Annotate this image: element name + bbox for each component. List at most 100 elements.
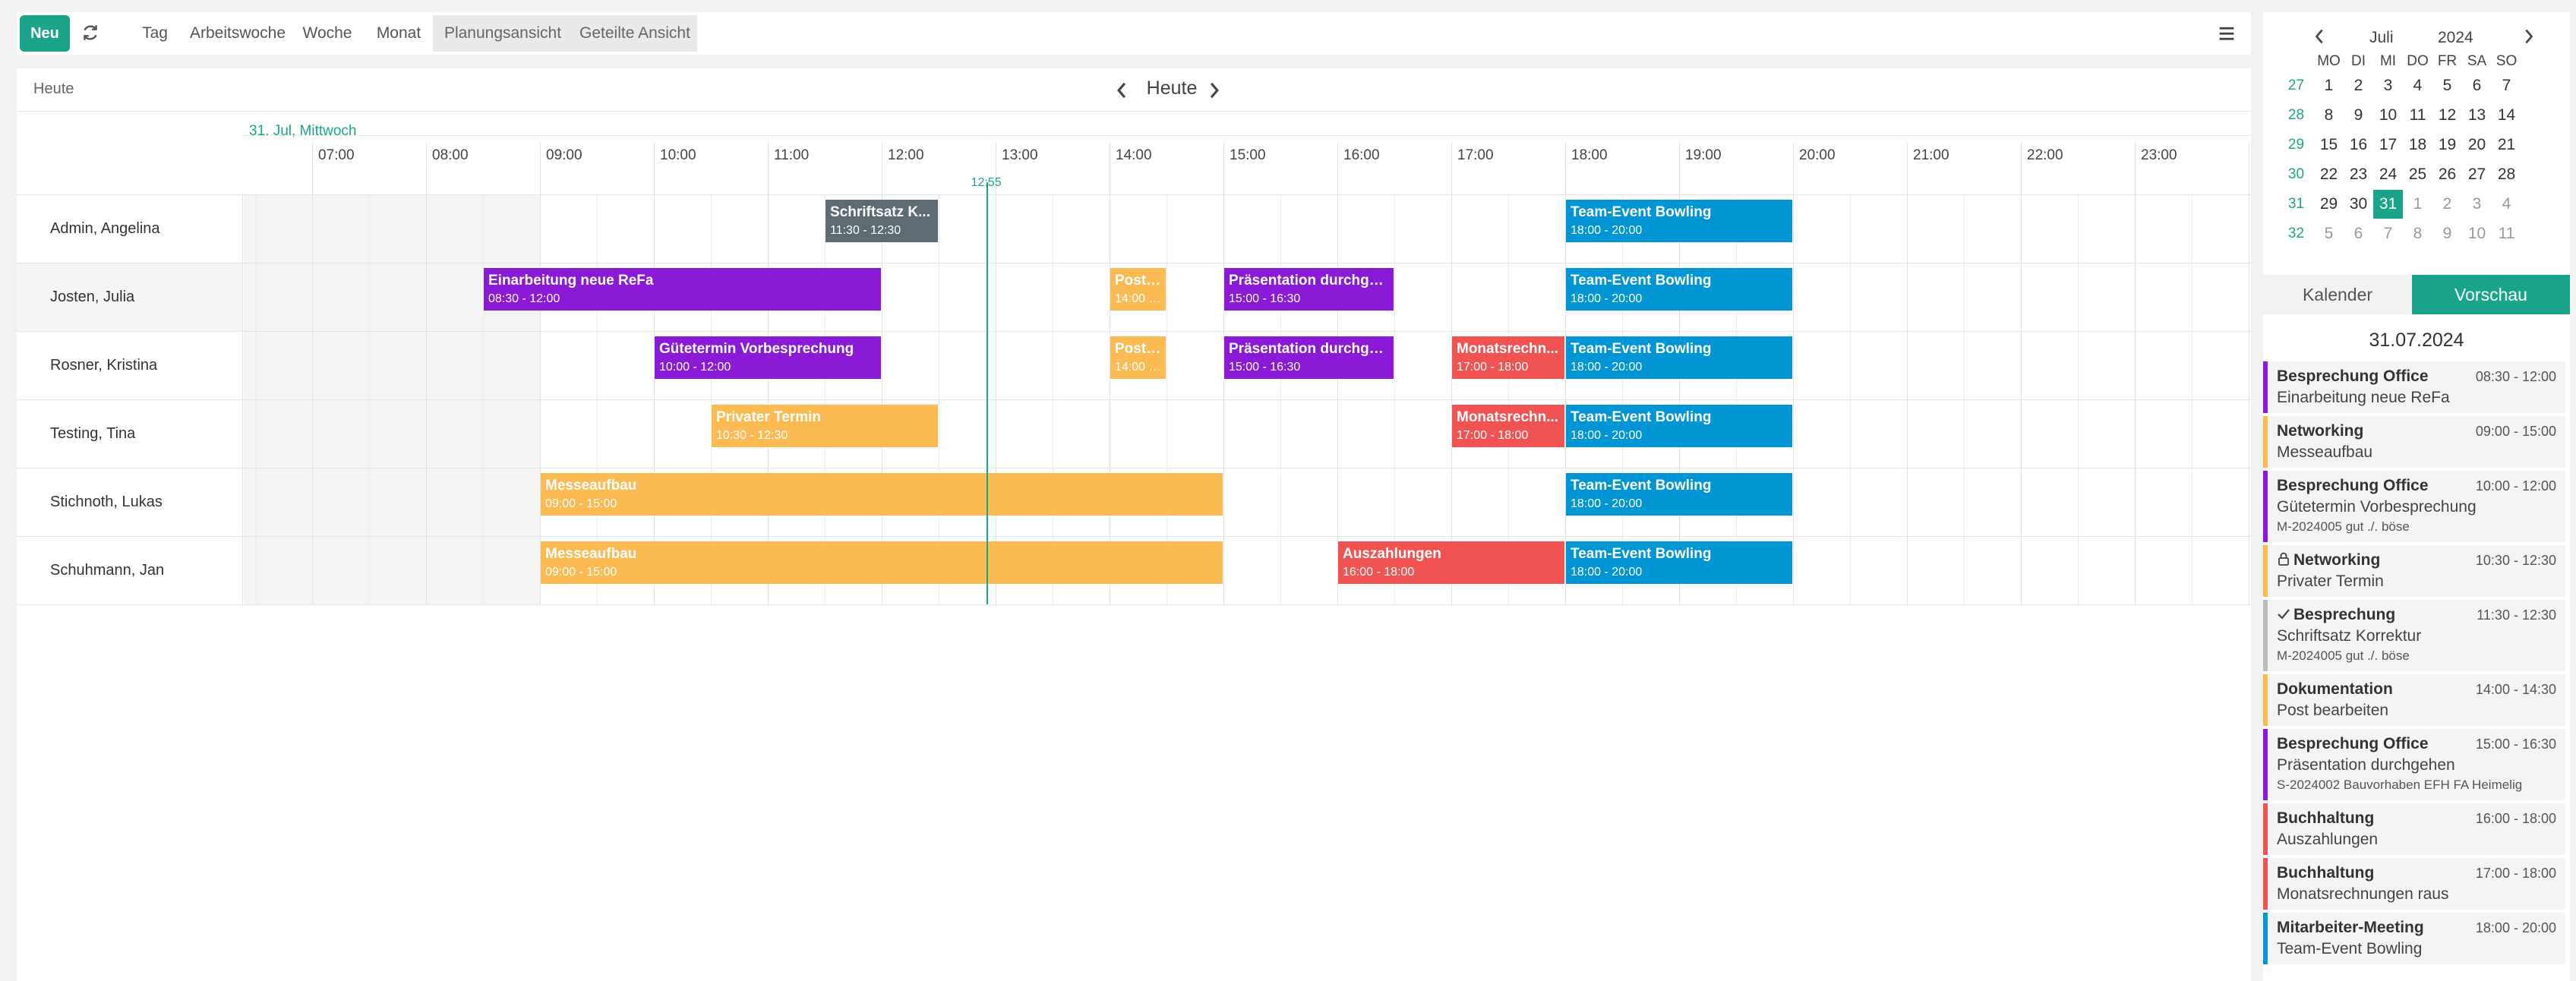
view-week[interactable]: Woche (302, 24, 352, 42)
view-month[interactable]: Monat (376, 24, 421, 42)
calendar-day[interactable]: 22 (2319, 166, 2338, 183)
calendar-day[interactable]: 27 (2467, 166, 2486, 183)
tab-preview[interactable]: Vorschau (2412, 275, 2570, 314)
new-button[interactable]: Neu (20, 15, 70, 52)
event-block[interactable]: Team-Event Bowling 18:00 - 20:00 (1566, 268, 1792, 311)
event-block[interactable]: Team-Event Bowling 18:00 - 20:00 (1566, 541, 1792, 584)
agenda-item[interactable]: Besprechung Office 10:00 - 12:00 Gütetermi… (2263, 471, 2565, 542)
calendar-day[interactable]: 20 (2467, 136, 2486, 153)
calendar-day[interactable]: 26 (2438, 166, 2457, 183)
calendar-day[interactable]: 6 (2353, 225, 2363, 242)
calendar-month[interactable]: Juli (2369, 29, 2394, 46)
calendar-day[interactable]: 7 (2383, 225, 2393, 242)
agenda-item[interactable]: Mitarbeiter-Meeting 18:00 - 20:00 Team-Eve… (2263, 913, 2565, 964)
event-block[interactable]: Privater Termin 10:30 - 12:30 (712, 405, 938, 447)
calendar-day[interactable]: 21 (2497, 136, 2516, 153)
event-block[interactable]: Präsentation durchge... 15:00 - 16:30 (1224, 336, 1394, 379)
calendar-day[interactable]: 8 (2413, 225, 2423, 242)
chevron-left-icon[interactable] (2312, 27, 2327, 46)
calendar-day[interactable]: 3 (2383, 77, 2393, 94)
chevron-right-icon[interactable] (1206, 80, 1223, 100)
view-planning[interactable]: Planungsansicht (433, 15, 573, 52)
calendar-day[interactable]: 14 (2497, 106, 2516, 124)
chevron-right-icon[interactable] (2521, 27, 2537, 46)
resource-timeline[interactable]: Privater Termin 10:30 - 12:30 Monatsrechn.… (244, 400, 2251, 468)
agenda-item[interactable]: Dokumentation 14:00 - 14:30 Post bearbeite… (2263, 674, 2565, 726)
agenda-item[interactable]: Besprechung 11:30 - 12:30 Schriftsatz Korr… (2263, 600, 2565, 671)
event-block[interactable]: Team-Event Bowling 18:00 - 20:00 (1566, 200, 1792, 242)
resource-name[interactable]: Admin, Angelina (17, 195, 243, 263)
calendar-day[interactable]: 13 (2467, 106, 2486, 124)
calendar-day[interactable]: 4 (2413, 77, 2423, 94)
hamburger-menu-icon[interactable] (2216, 24, 2237, 43)
calendar-day[interactable]: 29 (2319, 195, 2338, 213)
calendar-day[interactable]: 17 (2379, 136, 2398, 153)
agenda-item[interactable]: Besprechung Office 15:00 - 16:30 Präsentat… (2263, 729, 2565, 800)
calendar-day[interactable]: 28 (2497, 166, 2516, 183)
calendar-day[interactable]: 30 (2349, 195, 2368, 213)
event-block[interactable]: Messeaufbau 09:00 - 15:00 (541, 541, 1223, 584)
week-number[interactable]: 29 (2287, 137, 2305, 153)
calendar-day[interactable]: 19 (2438, 136, 2457, 153)
event-block[interactable]: Einarbeitung neue ReFa 08:30 - 12:00 (484, 268, 881, 311)
resource-name[interactable]: Rosner, Kristina (17, 332, 243, 399)
resource-timeline[interactable]: Schriftsatz K... 11:30 - 12:30 Team-Event … (244, 195, 2251, 263)
calendar-day[interactable]: 1 (2413, 195, 2423, 213)
calendar-day[interactable]: 11 (2409, 106, 2426, 124)
resource-timeline[interactable]: Messeaufbau 09:00 - 15:00 Auszahlungen 16:0… (244, 537, 2251, 605)
tab-calendar[interactable]: Kalender (2263, 275, 2412, 314)
calendar-day[interactable]: 4 (2502, 195, 2511, 213)
calendar-day[interactable]: 9 (2442, 225, 2452, 242)
week-number[interactable]: 30 (2287, 166, 2305, 182)
event-block[interactable]: Gütetermin Vorbesprechung 10:00 - 12:00 (655, 336, 881, 379)
calendar-day[interactable]: 31 (2373, 190, 2403, 219)
week-number[interactable]: 31 (2287, 196, 2305, 212)
calendar-day[interactable]: 7 (2502, 77, 2511, 94)
event-block[interactable]: Präsentation durchge... 15:00 - 16:30 (1224, 268, 1394, 311)
week-number[interactable]: 28 (2287, 107, 2305, 123)
event-block[interactable]: Post ... 14:00 -... (1110, 268, 1166, 311)
calendar-day[interactable]: 9 (2353, 106, 2363, 124)
resource-name[interactable]: Schuhmann, Jan (17, 537, 243, 604)
event-block[interactable]: Monatsrechn... 17:00 - 18:00 (1452, 336, 1564, 379)
calendar-day[interactable]: 25 (2408, 166, 2427, 183)
event-block[interactable]: Team-Event Bowling 18:00 - 20:00 (1566, 473, 1792, 516)
calendar-day[interactable]: 6 (2472, 77, 2482, 94)
resource-timeline[interactable]: Einarbeitung neue ReFa 08:30 - 12:00 Post … (244, 263, 2251, 332)
agenda-item[interactable]: Networking 09:00 - 15:00 Messeaufbau (2263, 416, 2565, 468)
agenda-item[interactable]: Besprechung Office 08:30 - 12:00 Einarbeit… (2263, 361, 2565, 413)
calendar-year[interactable]: 2024 (2438, 29, 2473, 46)
event-block[interactable]: Monatsrechn... 17:00 - 18:00 (1452, 405, 1564, 447)
week-number[interactable]: 27 (2287, 77, 2305, 93)
calendar-day[interactable]: 15 (2319, 136, 2338, 153)
calendar-day[interactable]: 23 (2349, 166, 2368, 183)
event-block[interactable]: Post ... 14:00 -... (1110, 336, 1166, 379)
calendar-day[interactable]: 24 (2379, 166, 2398, 183)
resource-name[interactable]: Testing, Tina (17, 400, 243, 468)
chevron-left-icon[interactable] (1113, 80, 1130, 100)
resource-timeline[interactable]: Messeaufbau 09:00 - 15:00 Team-Event Bowli… (244, 468, 2251, 537)
calendar-day[interactable]: 8 (2324, 106, 2334, 124)
calendar-day[interactable]: 2 (2353, 77, 2363, 94)
week-number[interactable]: 32 (2287, 226, 2305, 241)
event-block[interactable]: Auszahlungen 16:00 - 18:00 (1338, 541, 1564, 584)
agenda-item[interactable]: Buchhaltung 17:00 - 18:00 Monatsrechnungen… (2263, 858, 2565, 910)
resource-timeline[interactable]: Gütetermin Vorbesprechung 10:00 - 12:00 Po… (244, 332, 2251, 400)
calendar-day[interactable]: 10 (2467, 225, 2486, 242)
agenda-item[interactable]: Networking 10:30 - 12:30 Privater Termin (2263, 545, 2565, 597)
calendar-day[interactable]: 3 (2472, 195, 2482, 213)
event-block[interactable]: Team-Event Bowling 18:00 - 20:00 (1566, 405, 1792, 447)
calendar-day[interactable]: 11 (2498, 225, 2515, 242)
calendar-day[interactable]: 5 (2324, 225, 2334, 242)
calendar-day[interactable]: 1 (2324, 77, 2334, 94)
calendar-day[interactable]: 10 (2379, 106, 2398, 124)
refresh-icon[interactable] (80, 23, 100, 43)
resource-name[interactable]: Josten, Julia (17, 263, 243, 331)
event-block[interactable]: Schriftsatz K... 11:30 - 12:30 (826, 200, 938, 242)
view-day[interactable]: Tag (142, 24, 168, 42)
calendar-day[interactable]: 12 (2438, 106, 2457, 124)
agenda-item[interactable]: Buchhaltung 16:00 - 18:00 Auszahlungen (2263, 803, 2565, 855)
view-workweek[interactable]: Arbeitswoche (189, 24, 286, 42)
event-block[interactable]: Team-Event Bowling 18:00 - 20:00 (1566, 336, 1792, 379)
view-split[interactable]: Geteilte Ansicht (573, 15, 697, 52)
